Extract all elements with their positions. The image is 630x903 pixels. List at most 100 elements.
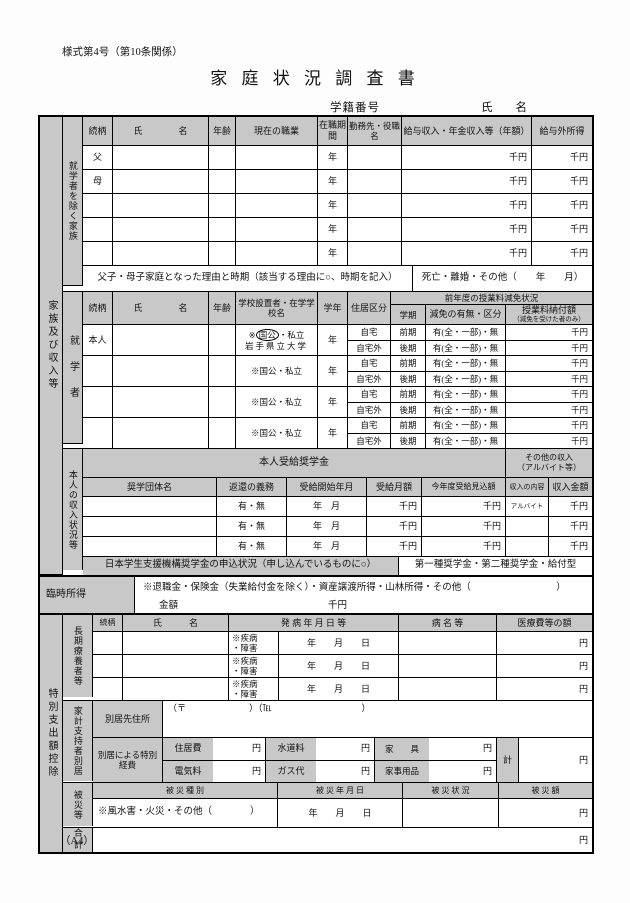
- grade-unit-cell[interactable]: 年: [318, 418, 348, 448]
- income-type-cell[interactable]: [506, 537, 549, 556]
- onset-date-cell[interactable]: 年 月 日: [279, 632, 399, 654]
- other-income-unit-cell[interactable]: 千円: [569, 176, 588, 187]
- amount-unit[interactable]: 千円: [328, 601, 348, 611]
- water-unit-cell[interactable]: 円: [360, 743, 370, 754]
- occupation-input-cell[interactable]: [236, 194, 318, 217]
- disaster-amount-unit-cell[interactable]: 円: [578, 807, 588, 818]
- income-amount-unit-cell[interactable]: 千円: [569, 541, 588, 552]
- school-cell[interactable]: ※ 国公 ・私立 岩手県立大学: [236, 325, 318, 355]
- term-first-option[interactable]: 前期: [391, 356, 426, 371]
- illness-option-cell[interactable]: ※疾病 ・障害: [229, 632, 279, 654]
- relation-cell[interactable]: [83, 218, 113, 241]
- repay-option-cell[interactable]: 有・無: [217, 497, 287, 516]
- tuition-unit-cell[interactable]: 千円: [570, 327, 588, 338]
- tuition-unit-cell[interactable]: 千円: [570, 389, 588, 400]
- other-income-unit-cell[interactable]: 千円: [569, 248, 588, 259]
- income-amount-unit-cell[interactable]: 千円: [569, 521, 588, 532]
- age-input-cell[interactable]: [209, 170, 236, 193]
- salary-unit-cell[interactable]: 千円: [402, 218, 532, 241]
- salary-unit-cell[interactable]: 千円: [402, 170, 532, 193]
- expected-unit-cell[interactable]: 千円: [422, 537, 506, 556]
- age-input-cell[interactable]: [209, 325, 236, 355]
- waiver-option-cell[interactable]: 有(全・一部)・無: [426, 433, 506, 448]
- residence-away-option[interactable]: 自宅外: [348, 340, 391, 355]
- tuition-unit-cell[interactable]: 千円: [570, 404, 588, 415]
- waiver-option-cell[interactable]: 有(全・一部)・無: [426, 387, 506, 402]
- name-input-cell[interactable]: [113, 194, 209, 217]
- name-input-cell[interactable]: [113, 325, 209, 355]
- expected-unit-cell[interactable]: 千円: [422, 497, 506, 516]
- relation-input-cell[interactable]: [93, 678, 123, 700]
- residence-away-option[interactable]: 自宅外: [348, 402, 391, 417]
- salary-unit-cell[interactable]: 千円: [402, 242, 532, 265]
- grade-unit-cell[interactable]: 年: [318, 356, 348, 386]
- single-parent-options[interactable]: 死亡・離婚・その他（ 年 月）: [421, 272, 584, 283]
- household-unit-cell[interactable]: 円: [482, 765, 492, 776]
- term-second-option[interactable]: 後期: [391, 402, 426, 417]
- start-unit-cell[interactable]: 年 月: [287, 497, 367, 516]
- workplace-input-cell[interactable]: [348, 194, 402, 217]
- income-type-cell[interactable]: アルバイト: [506, 497, 549, 516]
- name-input-cell[interactable]: [123, 632, 229, 654]
- cost-unit-cell[interactable]: 円: [578, 683, 588, 694]
- occupation-input-cell[interactable]: [236, 170, 318, 193]
- age-input-cell[interactable]: [209, 194, 236, 217]
- workplace-input-cell[interactable]: [348, 242, 402, 265]
- waiver-option-cell[interactable]: 有(全・一部)・無: [426, 371, 506, 386]
- school-option-cell[interactable]: ※国公・私立: [236, 387, 318, 417]
- gas-unit-cell[interactable]: 円: [360, 765, 370, 776]
- name-input-cell[interactable]: [123, 678, 229, 700]
- tuition-unit-cell[interactable]: 千円: [570, 358, 588, 369]
- scholarship-org-input-cell[interactable]: [83, 517, 217, 536]
- name-input-cell[interactable]: [113, 387, 209, 417]
- electricity-unit-cell[interactable]: 円: [251, 765, 261, 776]
- salary-unit-cell[interactable]: 千円: [402, 194, 532, 217]
- tenure-unit-cell[interactable]: 年: [318, 194, 348, 217]
- other-income-unit-cell[interactable]: 千円: [569, 200, 588, 211]
- disease-input-cell[interactable]: [399, 632, 497, 654]
- relation-cell[interactable]: 父: [83, 146, 113, 169]
- school-option-cell[interactable]: ※国公・私立: [236, 418, 318, 448]
- workplace-input-cell[interactable]: [348, 146, 402, 169]
- scholarship-org-input-cell[interactable]: [83, 497, 217, 516]
- salary-unit-cell[interactable]: 千円: [402, 146, 532, 169]
- tenure-unit-cell[interactable]: 年: [318, 218, 348, 241]
- school-option-cell[interactable]: ※国公・私立: [236, 356, 318, 386]
- waiver-option-cell[interactable]: 有(全・一部)・無: [426, 325, 506, 340]
- tuition-unit-cell[interactable]: 千円: [570, 435, 588, 446]
- start-unit-cell[interactable]: 年 月: [287, 537, 367, 556]
- cost-unit-cell[interactable]: 円: [578, 660, 588, 671]
- disease-input-cell[interactable]: [399, 655, 497, 677]
- name-input-cell[interactable]: [113, 242, 209, 265]
- waiver-option-cell[interactable]: 有(全・一部)・無: [426, 340, 506, 355]
- waiver-option-cell[interactable]: 有(全・一部)・無: [426, 356, 506, 371]
- disaster-type-option-cell[interactable]: ※風水害・火災・その他（ ）: [93, 799, 278, 827]
- occupation-input-cell[interactable]: [236, 146, 318, 169]
- name-input-cell[interactable]: [113, 146, 209, 169]
- name-input-cell[interactable]: [113, 356, 209, 386]
- scholarship-org-input-cell[interactable]: [83, 537, 217, 556]
- other-income-unit-cell[interactable]: 千円: [569, 224, 588, 235]
- repay-option-cell[interactable]: 有・無: [217, 537, 287, 556]
- tenure-unit-cell[interactable]: 年: [318, 242, 348, 265]
- age-input-cell[interactable]: [209, 146, 236, 169]
- name-input-cell[interactable]: [123, 655, 229, 677]
- waiver-option-cell[interactable]: 有(全・一部)・無: [426, 402, 506, 417]
- relation-cell[interactable]: 本人: [83, 325, 113, 355]
- residence-away-option[interactable]: 自宅外: [348, 371, 391, 386]
- other-income-unit-cell[interactable]: 千円: [569, 152, 588, 163]
- grade-unit-cell[interactable]: 年: [318, 325, 348, 355]
- relation-cell[interactable]: [83, 242, 113, 265]
- workplace-input-cell[interactable]: [348, 170, 402, 193]
- term-first-option[interactable]: 前期: [391, 418, 426, 433]
- occupation-input-cell[interactable]: [236, 242, 318, 265]
- disaster-status-input-cell[interactable]: [403, 799, 499, 827]
- age-input-cell[interactable]: [209, 387, 236, 417]
- residence-home-option[interactable]: 自宅: [348, 418, 391, 433]
- name-input-cell[interactable]: [113, 418, 209, 448]
- housing-unit-cell[interactable]: 円: [251, 743, 261, 754]
- cost-unit-cell[interactable]: 円: [578, 637, 588, 648]
- term-first-option[interactable]: 前期: [391, 387, 426, 402]
- expected-unit-cell[interactable]: 千円: [422, 517, 506, 536]
- relation-cell[interactable]: 母: [83, 170, 113, 193]
